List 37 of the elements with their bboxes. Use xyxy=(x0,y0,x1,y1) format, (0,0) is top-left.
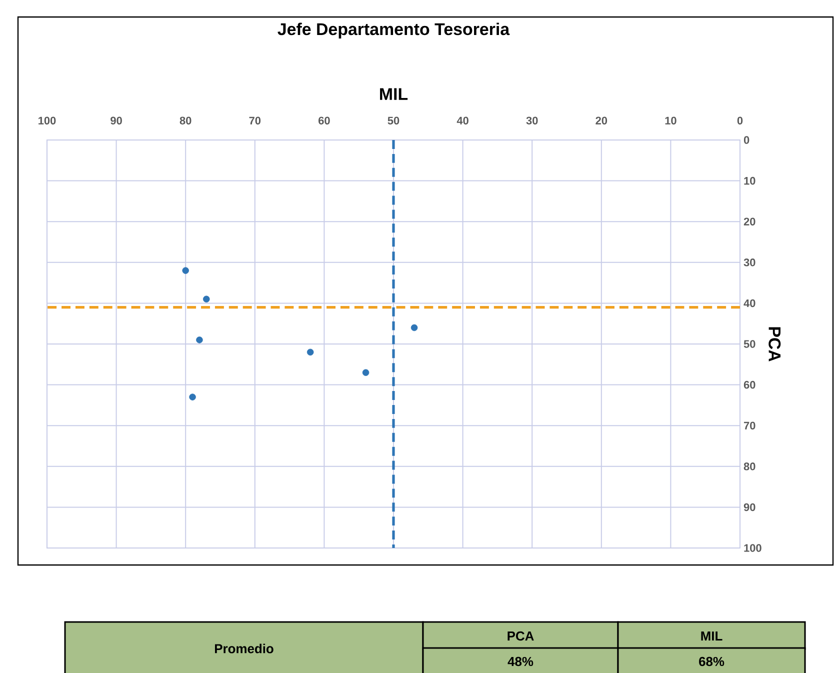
y-tick-label: 10 xyxy=(744,176,756,185)
x-tick-label: 10 xyxy=(665,116,676,124)
text: MIL xyxy=(701,632,722,640)
y-tick-label: 30 xyxy=(744,258,756,266)
point xyxy=(202,296,210,303)
y-tick-label: 70 xyxy=(744,422,756,430)
text: PCA xyxy=(508,631,534,641)
point xyxy=(189,394,196,400)
y-tick-label: 60 xyxy=(744,380,756,389)
text: 48% xyxy=(508,656,534,666)
y-tick-label: 100 xyxy=(744,544,762,552)
point xyxy=(182,267,189,274)
y-tick-label: 90 xyxy=(744,503,756,512)
text: Promedio xyxy=(214,644,274,654)
x-tick-label: 40 xyxy=(456,116,468,124)
x-tick-label: 20 xyxy=(596,116,608,124)
point xyxy=(362,369,370,376)
x-tick-label: 30 xyxy=(526,116,538,124)
x-tick-label: 0 xyxy=(737,116,743,124)
x-tick-label: 60 xyxy=(318,116,330,124)
x-tick-label: 50 xyxy=(388,116,400,124)
text: 68% xyxy=(699,656,724,666)
point xyxy=(410,324,418,332)
x-axis-title: MIL xyxy=(380,88,408,100)
y-axis-title: PCA xyxy=(768,327,781,362)
x-tick-label: 80 xyxy=(180,116,192,124)
y-tick-label: 40 xyxy=(744,299,756,308)
y-tick-label: 80 xyxy=(744,462,756,470)
y-tick-label: 20 xyxy=(744,218,756,226)
point xyxy=(306,348,314,356)
x-tick-label: 70 xyxy=(249,116,261,124)
point xyxy=(196,336,203,344)
y-tick-label: 0 xyxy=(744,136,750,144)
x-tick-label: 90 xyxy=(110,116,122,124)
chart-title: Jefe Departamento Tesoreria xyxy=(278,22,510,38)
x-tick-label: 100 xyxy=(38,116,56,124)
y-tick-label: 50 xyxy=(744,340,756,348)
